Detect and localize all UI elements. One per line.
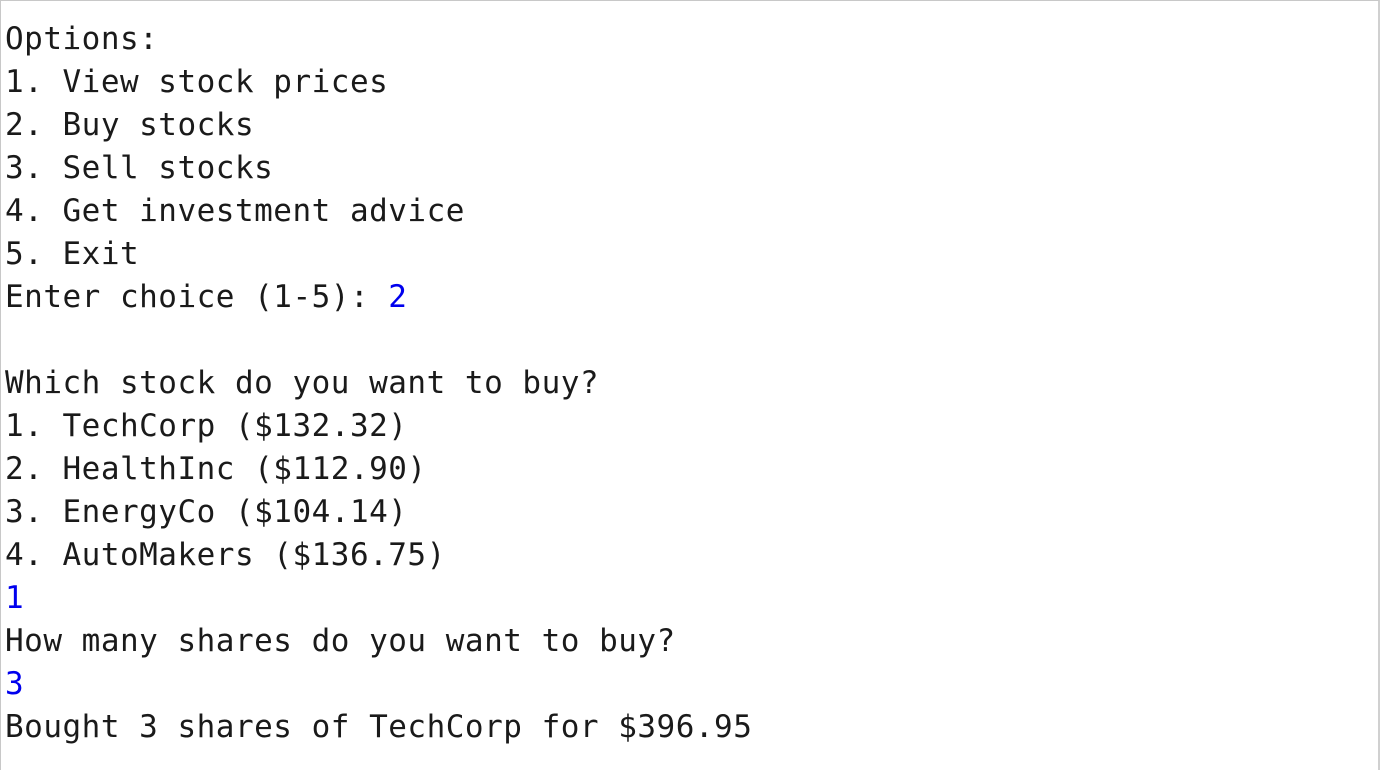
shares-input[interactable]: 3	[5, 666, 25, 702]
stock-option-automakers: 4. AutoMakers ($136.75)	[5, 537, 446, 573]
stock-option-energyco: 3. EnergyCo ($104.14)	[5, 494, 408, 530]
menu-item-advice: 4. Get investment advice	[5, 193, 465, 229]
choice-prompt-line: Enter choice (1-5): 2	[5, 276, 1378, 319]
menu-item-buy: 2. Buy stocks	[5, 107, 255, 143]
menu-item-view-prices: 1. View stock prices	[5, 64, 389, 100]
menu-item-exit: 5. Exit	[5, 236, 140, 272]
stock-input[interactable]: 1	[5, 580, 25, 616]
menu-header: Options:	[5, 21, 159, 57]
menu-item-sell: 3. Sell stocks	[5, 150, 274, 186]
purchase-result: Bought 3 shares of TechCorp for $396.95	[5, 709, 753, 745]
buy-question: Which stock do you want to buy?	[5, 365, 600, 401]
stock-option-healthinc: 2. HealthInc ($112.90)	[5, 451, 427, 487]
choice-prompt: Enter choice (1-5):	[5, 279, 389, 315]
blank-line	[5, 319, 1378, 362]
shares-question: How many shares do you want to buy?	[5, 623, 676, 659]
choice-input[interactable]: 2	[388, 279, 408, 315]
stock-option-techcorp: 1. TechCorp ($132.32)	[5, 408, 408, 444]
